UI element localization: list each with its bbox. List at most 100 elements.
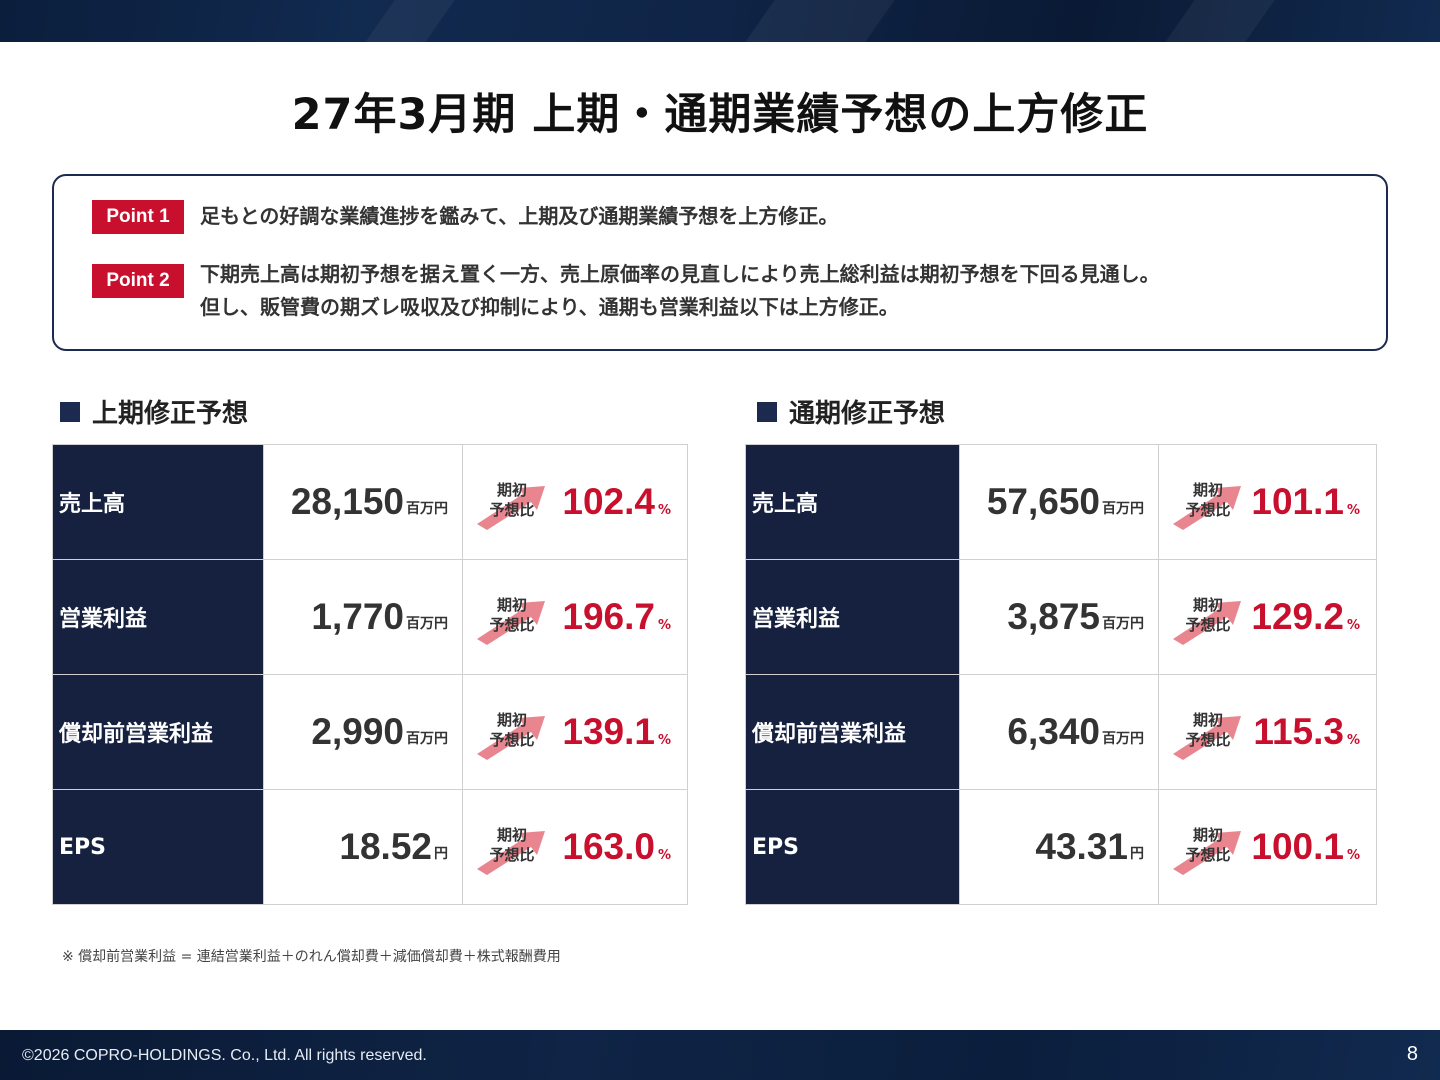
table-row: 営業利益 3,875 百万円 期初 予想比 129.2% [746, 560, 1377, 675]
table-row: 売上高 28,150 百万円 期初 予想比 102.4% [53, 445, 688, 560]
ratio-value: 129.2% [1251, 596, 1360, 638]
up-arrow-icon: 期初 予想比 [475, 478, 547, 530]
ratio-label: 期初 予想比 [489, 826, 535, 864]
percent-sign: % [657, 503, 671, 518]
metric-value: 28,150 百万円 [264, 445, 463, 560]
table-row: EPS 18.52 円期初 予想比 163.0% [53, 790, 688, 905]
ratio-label: 期初 予想比 [489, 596, 535, 634]
ratio-value: 100.1% [1251, 826, 1360, 868]
ratio-label: 期初 予想比 [489, 481, 535, 519]
square-bullet-icon [757, 401, 777, 422]
percent-sign: % [1346, 618, 1360, 633]
ratio-number: 139.1 [562, 711, 655, 752]
full-year-heading: 通期修正予想 [757, 393, 945, 430]
ratio-value: 139.1% [562, 711, 671, 753]
metric-label: 償却前営業利益 [746, 675, 960, 790]
ratio-label: 期初 予想比 [1185, 481, 1231, 519]
metric-label: EPS [746, 790, 960, 905]
point-1: Point 1 足もとの好調な業績進捗を鑑みて、上期及び通期業績予想を上方修正。 [92, 200, 838, 234]
value-number: 2,990 [311, 711, 404, 752]
percent-sign: % [1346, 733, 1360, 748]
value-number: 18.52 [339, 826, 432, 867]
footer-band: ©2026 COPRO-HOLDINGS. Co., Ltd. All righ… [0, 1030, 1440, 1080]
ratio-label: 期初 予想比 [1185, 711, 1231, 749]
point-2-text: 下期売上高は期初予想を据え置く一方、売上原価率の見直しにより売上総利益は期初予想… [200, 262, 1160, 319]
ratio-number: 163.0 [562, 826, 655, 867]
up-arrow-icon: 期初 予想比 [475, 593, 547, 645]
percent-sign: % [657, 618, 671, 633]
metric-value: 57,650 百万円 [960, 445, 1159, 560]
value-unit: 円 [434, 846, 448, 862]
point-1-badge: Point 1 [92, 200, 184, 234]
copyright: ©2026 COPRO-HOLDINGS. Co., Ltd. All righ… [22, 1047, 427, 1064]
point-1-text: 足もとの好調な業績進捗を鑑みて、上期及び通期業績予想を上方修正。 [200, 204, 839, 228]
percent-sign: % [1346, 503, 1360, 518]
up-arrow-icon [1173, 716, 1241, 760]
point-2: Point 2 下期売上高は期初予想を据え置く一方、売上原価率の見直しにより売上… [92, 258, 1160, 324]
up-arrow-icon: 期初 予想比 [1171, 708, 1243, 760]
square-bullet-icon [60, 401, 80, 422]
value-unit: 百万円 [1102, 731, 1144, 747]
table-row: 売上高 57,650 百万円 期初 予想比 101.1% [746, 445, 1377, 560]
metric-label: 営業利益 [746, 560, 960, 675]
value-unit: 百万円 [1102, 501, 1144, 517]
value-number: 43.31 [1035, 826, 1128, 867]
half-year-heading: 上期修正予想 [60, 393, 248, 430]
up-arrow-icon: 期初 予想比 [475, 708, 547, 760]
ratio-label: 期初 予想比 [489, 711, 535, 749]
ratio-cell: 期初 予想比 100.1% [1159, 790, 1377, 905]
page-number: 8 [1406, 1043, 1418, 1065]
value-unit: 円 [1130, 846, 1144, 862]
value-number: 3,875 [1007, 596, 1100, 637]
value-number: 28,150 [290, 481, 404, 522]
half-year-table: 売上高 28,150 百万円 期初 予想比 102.4% 営業利益 1,770 百万円 期初 予想比… [52, 444, 688, 905]
ratio-cell: 期初 予想比 102.4% [463, 445, 688, 560]
percent-sign: % [657, 733, 671, 748]
metric-label: 償却前営業利益 [53, 675, 264, 790]
value-unit: 百万円 [406, 501, 448, 517]
ratio-cell: 期初 予想比 129.2% [1159, 560, 1377, 675]
up-arrow-icon [1173, 831, 1241, 875]
up-arrow-icon [477, 486, 545, 530]
metric-value: 2,990 百万円 [264, 675, 463, 790]
up-arrow-icon: 期初 予想比 [1171, 478, 1243, 530]
full-year-table: 売上高 57,650 百万円 期初 予想比 101.1% 営業利益 3,875 百万円 期初 予想比… [745, 444, 1377, 905]
header-band [0, 0, 1440, 42]
ratio-cell: 期初 予想比 139.1% [463, 675, 688, 790]
metric-value: 18.52 円 [264, 790, 463, 905]
up-arrow-icon: 期初 予想比 [1171, 593, 1243, 645]
metric-label: 売上高 [746, 445, 960, 560]
ratio-label: 期初 予想比 [1185, 826, 1231, 864]
percent-sign: % [1346, 848, 1360, 863]
page-title: 27年3月期 上期・通期業績予想の上方修正 [291, 90, 1149, 140]
metric-label: EPS [53, 790, 264, 905]
metric-value: 1,770 百万円 [264, 560, 463, 675]
up-arrow-icon: 期初 予想比 [1171, 823, 1243, 875]
ratio-cell: 期初 予想比 101.1% [1159, 445, 1377, 560]
ratio-label: 期初 予想比 [1185, 596, 1231, 634]
footnote: ※ 償却前営業利益 = 連結営業利益＋のれん償却費＋減価償却費＋株式報酬費用 [62, 949, 561, 965]
ratio-value: 115.3% [1253, 711, 1360, 753]
points-box: Point 1 足もとの好調な業績進捗を鑑みて、上期及び通期業績予想を上方修正。… [52, 174, 1388, 351]
table-row: 償却前営業利益 6,340 百万円 期初 予想比 115.3% [746, 675, 1377, 790]
up-arrow-icon [1173, 601, 1241, 645]
table-row: 償却前営業利益 2,990 百万円 期初 予想比 139.1% [53, 675, 688, 790]
ratio-cell: 期初 予想比 115.3% [1159, 675, 1377, 790]
ratio-number: 129.2 [1251, 596, 1344, 637]
up-arrow-icon [477, 831, 545, 875]
table-row: 営業利益 1,770 百万円 期初 予想比 196.7% [53, 560, 688, 675]
up-arrow-icon: 期初 予想比 [475, 823, 547, 875]
value-unit: 百万円 [406, 616, 448, 632]
ratio-cell: 期初 予想比 196.7% [463, 560, 688, 675]
ratio-value: 163.0% [562, 826, 671, 868]
metric-value: 3,875 百万円 [960, 560, 1159, 675]
percent-sign: % [657, 848, 671, 863]
value-number: 1,770 [311, 596, 404, 637]
value-number: 57,650 [986, 481, 1100, 522]
ratio-number: 100.1 [1251, 826, 1344, 867]
point-2-badge: Point 2 [92, 264, 184, 298]
ratio-number: 102.4 [562, 481, 655, 522]
ratio-number: 115.3 [1253, 711, 1344, 752]
ratio-cell: 期初 予想比 163.0% [463, 790, 688, 905]
up-arrow-icon [1173, 486, 1241, 530]
